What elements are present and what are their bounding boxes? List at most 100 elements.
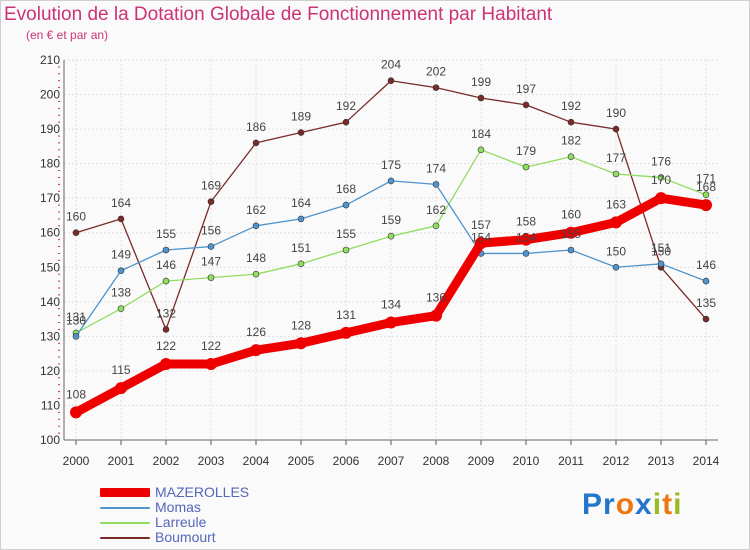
data-point-mazerolles bbox=[340, 326, 352, 339]
y-tick-label: 200 bbox=[40, 88, 60, 102]
data-point-larreule bbox=[432, 222, 440, 230]
data-point-momas bbox=[252, 222, 260, 230]
data-label-boumourt: 197 bbox=[516, 82, 536, 96]
data-point-boumourt bbox=[72, 229, 80, 237]
data-label-mazerolles: 160 bbox=[561, 208, 581, 222]
y-tick-label: 100 bbox=[40, 433, 60, 447]
data-point-boumourt bbox=[612, 125, 620, 133]
x-tick-label: 2012 bbox=[603, 454, 630, 468]
data-label-mazerolles: 122 bbox=[156, 339, 176, 353]
logo-letter: r bbox=[603, 488, 616, 521]
data-label-larreule: 159 bbox=[381, 213, 401, 227]
legend-label: Momas bbox=[155, 499, 201, 515]
x-tick-label: 2014 bbox=[693, 454, 720, 468]
x-tick-label: 2013 bbox=[648, 454, 675, 468]
logo-letter: i bbox=[652, 488, 663, 521]
x-tick-label: 2010 bbox=[513, 454, 540, 468]
data-label-mazerolles: 126 bbox=[246, 325, 266, 339]
legend-label: Larreule bbox=[155, 514, 207, 530]
data-point-mazerolles bbox=[295, 337, 307, 350]
data-point-momas bbox=[117, 267, 125, 275]
data-label-boumourt: 160 bbox=[66, 210, 86, 224]
data-label-larreule: 171 bbox=[696, 172, 716, 186]
data-label-momas: 155 bbox=[156, 227, 176, 241]
data-label-larreule: 182 bbox=[561, 134, 581, 148]
data-point-momas bbox=[207, 243, 215, 250]
data-label-larreule: 147 bbox=[201, 255, 221, 269]
data-label-larreule: 184 bbox=[471, 127, 491, 141]
data-point-mazerolles bbox=[610, 216, 622, 229]
data-point-larreule bbox=[117, 305, 125, 313]
proxiti-logo: Proxiti bbox=[582, 488, 682, 522]
x-tick-label: 2002 bbox=[153, 454, 180, 468]
legend-label: MAZEROLLES bbox=[155, 484, 250, 500]
y-tick-label: 190 bbox=[40, 122, 60, 136]
data-label-larreule: 146 bbox=[156, 258, 176, 272]
data-point-boumourt bbox=[252, 139, 260, 147]
data-point-momas bbox=[72, 333, 80, 340]
data-label-larreule: 177 bbox=[606, 151, 626, 165]
data-label-boumourt: 192 bbox=[561, 99, 581, 113]
data-label-mazerolles: 128 bbox=[291, 318, 311, 332]
data-label-larreule: 131 bbox=[66, 310, 86, 324]
data-point-momas bbox=[522, 250, 530, 257]
data-label-boumourt: 204 bbox=[381, 58, 401, 72]
data-label-momas: 175 bbox=[381, 158, 401, 172]
x-tick-label: 2008 bbox=[423, 454, 450, 468]
data-label-mazerolles: 157 bbox=[471, 218, 491, 232]
x-tick-label: 2005 bbox=[288, 454, 315, 468]
data-label-boumourt: 169 bbox=[201, 179, 221, 193]
data-point-larreule bbox=[477, 146, 485, 154]
y-tick-label: 180 bbox=[40, 157, 60, 171]
logo-letter: i bbox=[673, 488, 683, 521]
y-tick-label: 130 bbox=[40, 329, 60, 343]
data-point-larreule bbox=[207, 274, 215, 281]
data-point-mazerolles bbox=[250, 344, 262, 357]
data-point-boumourt bbox=[387, 77, 395, 85]
legend-label: Boumourt bbox=[155, 529, 216, 545]
data-point-mazerolles bbox=[160, 358, 172, 370]
data-label-momas: 154 bbox=[516, 230, 536, 244]
data-label-momas: 156 bbox=[201, 224, 221, 238]
data-point-momas bbox=[387, 177, 395, 185]
data-label-momas: 174 bbox=[426, 161, 446, 175]
data-label-larreule: 155 bbox=[336, 227, 356, 241]
data-label-larreule: 148 bbox=[246, 251, 266, 265]
data-label-boumourt: 132 bbox=[156, 306, 176, 320]
data-point-momas bbox=[567, 246, 575, 254]
chart-title: Evolution de la Dotation Globale de Fonc… bbox=[4, 4, 553, 25]
data-label-mazerolles: 108 bbox=[66, 387, 86, 401]
logo-letter: o bbox=[615, 488, 636, 521]
data-label-boumourt: 192 bbox=[336, 99, 356, 113]
data-point-boumourt bbox=[702, 315, 710, 323]
data-point-mazerolles bbox=[475, 237, 487, 250]
data-point-mazerolles bbox=[700, 199, 712, 212]
data-point-boumourt bbox=[342, 118, 350, 126]
data-point-mazerolles bbox=[70, 406, 82, 419]
data-point-mazerolles bbox=[430, 309, 442, 322]
data-label-mazerolles: 168 bbox=[696, 180, 716, 194]
y-tick-label: 210 bbox=[40, 53, 60, 67]
data-point-mazerolles bbox=[205, 358, 217, 370]
data-point-momas bbox=[657, 260, 665, 268]
logo-letter: P bbox=[582, 488, 604, 521]
y-tick-label: 160 bbox=[40, 226, 60, 240]
legend-swatch bbox=[100, 521, 150, 524]
data-label-momas: 130 bbox=[66, 313, 86, 327]
data-label-momas: 155 bbox=[561, 227, 581, 241]
data-label-mazerolles: 158 bbox=[516, 215, 536, 229]
data-point-boumourt bbox=[432, 84, 440, 91]
x-tick-label: 2000 bbox=[63, 454, 90, 468]
logo-letter: t bbox=[662, 488, 674, 521]
data-point-momas bbox=[612, 263, 620, 271]
data-point-momas bbox=[162, 246, 170, 254]
data-label-mazerolles: 134 bbox=[381, 298, 401, 312]
data-label-mazerolles: 163 bbox=[606, 197, 626, 211]
chart-subtitle: (en € et par an) bbox=[26, 28, 109, 42]
x-tick-label: 2004 bbox=[243, 454, 270, 468]
data-label-larreule: 176 bbox=[651, 154, 671, 168]
data-point-boumourt bbox=[117, 215, 125, 223]
data-point-larreule bbox=[522, 163, 530, 171]
data-label-mazerolles: 131 bbox=[336, 308, 356, 322]
